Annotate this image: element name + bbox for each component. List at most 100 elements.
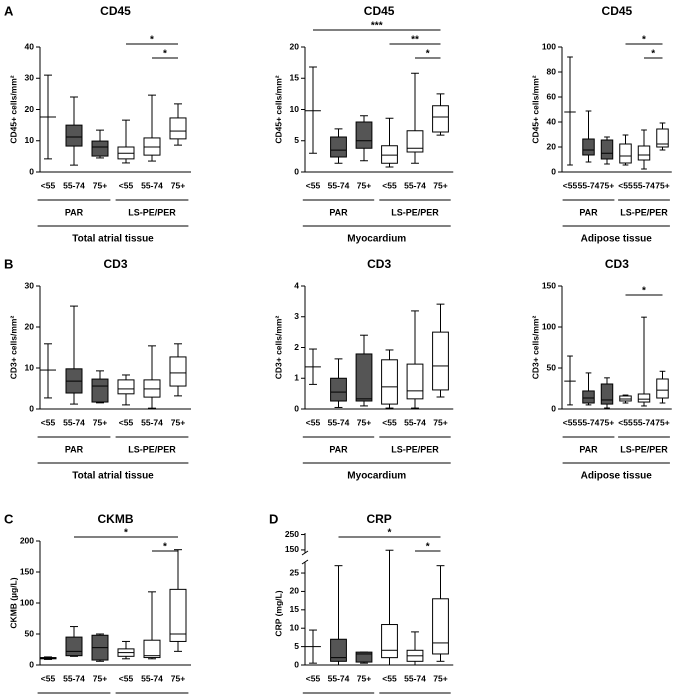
x-axis-label: Adipose tissue <box>581 471 653 482</box>
y-tick-label: 20 <box>290 586 300 596</box>
box <box>169 588 187 642</box>
y-axis-label: CKMB (µg/L) <box>8 577 18 628</box>
y-axis-label: CD45+ cells/mm² <box>530 75 540 143</box>
significance-label: * <box>642 286 646 297</box>
x-tick-label: <55 <box>306 673 321 683</box>
y-axis-label: CD3+ cells/mm² <box>8 316 18 380</box>
x-tick-label: <55 <box>119 180 134 190</box>
y-tick-label: 50 <box>25 628 35 638</box>
box <box>330 638 347 662</box>
y-tick-label: 0 <box>294 659 299 669</box>
x-tick-label: 55-74 <box>404 180 426 190</box>
x-tick-label: 55-74 <box>328 180 350 190</box>
y-tick-label: 200 <box>20 535 34 545</box>
x-tick-label: 55-74 <box>328 673 350 683</box>
x-tick-label: 55-74 <box>141 180 163 190</box>
box <box>330 136 347 158</box>
panel-letter: B <box>4 256 13 271</box>
box <box>65 124 83 147</box>
x-axis-label: Myocardium <box>347 234 406 245</box>
x-tick-label: 75+ <box>93 417 107 427</box>
y-tick-label: 150 <box>542 280 556 290</box>
y-tick-label: 10 <box>290 104 300 114</box>
x-axis-label: Total atrial tissue <box>72 471 154 482</box>
box <box>355 651 373 663</box>
x-tick-label: 55-74 <box>141 417 163 427</box>
box <box>637 393 651 403</box>
x-tick-label: 75+ <box>600 180 614 190</box>
group-label: LS-PE/PER <box>391 444 439 454</box>
group-label: PAR <box>329 444 348 454</box>
x-tick-label: 75+ <box>600 417 614 427</box>
panel-title: CKMB <box>98 512 134 526</box>
x-tick-label: 75+ <box>357 180 371 190</box>
y-tick-label: 0 <box>294 403 299 413</box>
significance-label: * <box>163 49 167 60</box>
x-tick-label: 55-74 <box>633 417 655 427</box>
y-tick-label: 0 <box>29 659 34 669</box>
y-tick-label: 15 <box>290 604 300 614</box>
group-label: LS-PE/PER <box>128 207 176 217</box>
y-tick-label: 40 <box>25 41 35 51</box>
y-axis-label: CD3+ cells/mm² <box>530 316 540 380</box>
x-tick-label: 75+ <box>433 673 447 683</box>
group-label: PAR <box>65 207 84 217</box>
y-tick-label: 1 <box>294 373 299 383</box>
y-tick-label: 10 <box>25 362 35 372</box>
x-tick-label: 75+ <box>433 180 447 190</box>
y-axis-label: CD45+ cells/mm² <box>273 75 283 143</box>
box <box>656 378 669 399</box>
panel-letter: A <box>4 3 14 18</box>
box <box>619 143 632 164</box>
group-label: LS-PE/PER <box>620 207 668 217</box>
panel-letter: C <box>4 511 14 526</box>
x-tick-label: 55-74 <box>578 180 600 190</box>
group-label: LS-PE/PER <box>391 207 439 217</box>
y-tick-label: 3 <box>294 311 299 321</box>
box <box>619 395 632 402</box>
y-axis-label: CD45+ cells/mm² <box>8 75 18 143</box>
y-axis-label: CD3+ cells/mm² <box>273 316 283 380</box>
box <box>381 624 398 659</box>
box <box>656 128 669 148</box>
x-tick-label: <55 <box>382 417 397 427</box>
significance-label: *** <box>371 21 383 32</box>
y-tick-label: 100 <box>542 41 556 51</box>
x-tick-label: <55 <box>563 180 578 190</box>
significance-label: * <box>150 35 154 46</box>
x-tick-label: 55-74 <box>404 673 426 683</box>
y-axis-label: CRP (mg/L) <box>273 590 283 636</box>
box <box>65 636 83 657</box>
y-tick-label: 5 <box>294 641 299 651</box>
x-tick-label: 55-74 <box>141 673 163 683</box>
x-tick-label: <55 <box>306 180 321 190</box>
y-tick-label: 50 <box>547 362 557 372</box>
y-tick-label: 20 <box>290 41 300 51</box>
group-label: PAR <box>329 207 348 217</box>
significance-label: * <box>388 528 392 539</box>
significance-label: * <box>426 49 430 60</box>
box <box>432 105 449 133</box>
significance-label: * <box>124 528 128 539</box>
significance-label: * <box>651 49 655 60</box>
box <box>600 383 614 405</box>
x-axis-label: Adipose tissue <box>581 234 653 245</box>
panel-title: CRP <box>366 512 391 526</box>
x-tick-label: 55-74 <box>633 180 655 190</box>
x-tick-label: <55 <box>382 673 397 683</box>
box <box>117 379 135 395</box>
box <box>582 138 595 156</box>
x-axis-label: Myocardium <box>347 471 406 482</box>
significance-label: ** <box>411 35 419 46</box>
y-tick-label: 30 <box>25 73 35 83</box>
x-tick-label: <55 <box>382 180 397 190</box>
box <box>91 140 109 157</box>
significance-label: * <box>426 542 430 553</box>
axis-break <box>301 550 309 556</box>
group-label: PAR <box>65 444 84 454</box>
y-tick-label: 15 <box>290 73 300 83</box>
panel-title: CD45 <box>364 4 395 18</box>
box <box>169 356 187 387</box>
box <box>381 359 398 405</box>
y-tick-label: 10 <box>290 622 300 632</box>
